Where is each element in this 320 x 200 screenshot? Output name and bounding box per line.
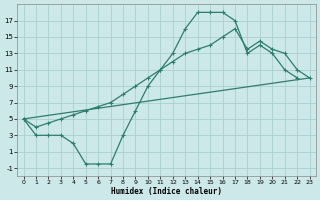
X-axis label: Humidex (Indice chaleur): Humidex (Indice chaleur) xyxy=(111,187,222,196)
